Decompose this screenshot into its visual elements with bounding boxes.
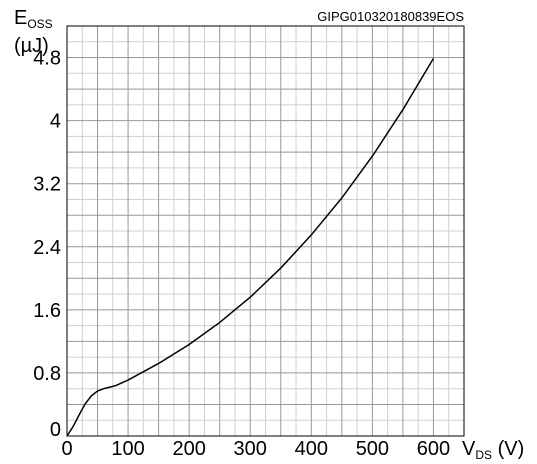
grid-minor (67, 26, 464, 436)
x-tick-label: 200 (172, 438, 205, 460)
y-tick-label: 1.6 (33, 300, 61, 322)
y-tick-label: 0.8 (33, 363, 61, 385)
y-tick-label: 4.8 (33, 48, 61, 70)
y-tick-label: 2.4 (33, 237, 61, 259)
x-axis-unit: (V) (492, 438, 524, 460)
y-axis-symbol: E (14, 7, 27, 29)
x-axis-symbol: V (462, 438, 476, 460)
plot-frame (66, 25, 465, 437)
x-tick-label: 600 (417, 438, 450, 460)
y-axis-unit: (µJ) (14, 35, 49, 57)
y-tick-labels: 0 0.8 1.6 2.4 3.2 4 4.8 (33, 48, 61, 441)
x-axis-title: VDS (V) (462, 438, 524, 462)
grid-major (67, 26, 464, 436)
x-tick-label: 400 (295, 438, 328, 460)
y-tick-label: 3.2 (33, 174, 61, 196)
x-tick-label: 500 (356, 438, 389, 460)
eoss-curve (66, 57, 435, 437)
x-tick-label: 100 (111, 438, 144, 460)
figure-code: GIPG010320180839EOS (317, 9, 464, 24)
x-tick-label: 300 (234, 438, 267, 460)
y-tick-label: 0 (50, 419, 61, 441)
y-tick-label: 4 (50, 111, 61, 133)
x-axis-subscript: DS (475, 448, 492, 462)
y-axis-title: EOSS (14, 7, 53, 31)
y-axis-subscript: OSS (27, 17, 52, 31)
x-tick-label: 0 (61, 438, 72, 460)
x-tick-labels: 0 100 200 300 400 500 600 (61, 438, 450, 460)
